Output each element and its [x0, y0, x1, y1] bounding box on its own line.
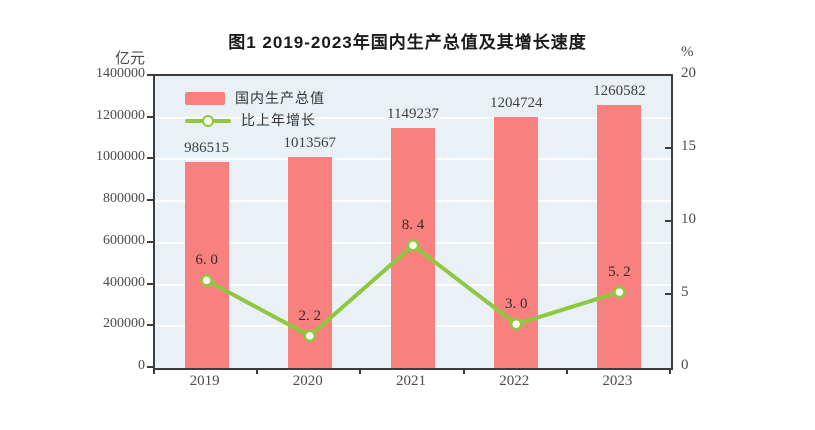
- chart-title: 图1 2019-2023年国内生产总值及其增长速度: [228, 33, 587, 52]
- y-axis-left-tick-mark: [147, 74, 154, 76]
- y-axis-left-tick-label: 400000: [103, 274, 145, 290]
- growth-value-label: 6. 0: [195, 252, 218, 269]
- growth-line-chart: [200, 239, 626, 343]
- legend-entry-growth: 比上年增长: [185, 109, 325, 131]
- x-axis-tick-mark: [256, 368, 259, 374]
- gdp-bar: [597, 105, 642, 368]
- x-axis-category-label: 2022: [499, 373, 530, 389]
- x-axis-category-label: 2020: [292, 373, 323, 389]
- gdp-value-label: 1204724: [489, 94, 543, 111]
- x-axis-category-label: 2021: [396, 373, 426, 389]
- x-axis-tick-mark: [359, 368, 362, 374]
- right-axis-unit-label: %: [681, 44, 694, 60]
- growth-line-marker: [509, 317, 523, 331]
- y-axis-left-tick-label: 1000000: [96, 149, 145, 165]
- y-axis-right-tick-mark: [665, 220, 673, 222]
- y-axis-left-tick-mark: [147, 240, 154, 243]
- y-axis-right-tick-mark: [665, 293, 673, 295]
- line-series-swatch-icon: [185, 114, 231, 127]
- y-axis-right-tick-mark: [665, 147, 673, 149]
- growth-line-marker: [406, 239, 420, 252]
- bar-series-swatch-icon: [185, 91, 225, 105]
- legend-entry-gdp-label: 国内生产总值: [235, 92, 325, 107]
- y-axis-left-tick-mark: [147, 324, 154, 327]
- x-axis-category-label: 2023: [602, 373, 633, 389]
- growth-line-marker: [303, 329, 317, 343]
- x-axis-tick-mark: [669, 368, 671, 374]
- y-axis-left-tick-label: 600000: [103, 232, 145, 248]
- left-axis-unit-label: 亿元: [114, 51, 145, 67]
- y-axis-right-tick-label: 15: [681, 138, 696, 154]
- y-axis-right-tick-label: 20: [681, 65, 696, 81]
- growth-line-marker: [613, 285, 626, 299]
- y-axis-right-tick-label: 0: [681, 357, 689, 373]
- growth-line: [204, 243, 622, 338]
- x-axis-tick-mark: [462, 368, 465, 374]
- y-axis-left-tick-label: 1400000: [96, 66, 145, 81]
- legend-entry-gdp: 国内生产总值: [185, 87, 325, 109]
- y-axis-left-tick-mark: [147, 157, 154, 160]
- y-axis-left-tick-label: 1200000: [96, 107, 145, 123]
- y-axis-left-tick-label: 0: [138, 358, 145, 373]
- x-axis-tick-mark: [153, 368, 155, 374]
- gdp-value-label: 1013567: [283, 134, 337, 151]
- gdp-value-label: 986515: [184, 140, 230, 157]
- y-axis-right-tick-label: 10: [681, 211, 696, 227]
- gdp-bar: [184, 162, 229, 368]
- y-axis-left-tick-label: 200000: [103, 316, 145, 332]
- growth-value-label: 5. 2: [608, 264, 631, 281]
- growth-value-label: 2. 2: [298, 307, 322, 324]
- y-axis-left-tick-mark: [147, 115, 154, 118]
- x-axis-category-label: 2019: [189, 373, 220, 389]
- gdp-value-label: 1260582: [593, 83, 646, 100]
- gdp-value-label: 1149237: [387, 106, 439, 123]
- y-axis-left-tick-mark: [147, 366, 154, 368]
- y-axis-left-tick-mark: [147, 282, 154, 285]
- y-axis-right-tick-label: 5: [681, 284, 689, 300]
- y-axis-left-tick-label: 800000: [103, 191, 145, 207]
- x-axis-tick-mark: [565, 368, 568, 374]
- legend-entry-growth-label: 比上年增长: [241, 114, 316, 129]
- plot-area: 国内生产总值 比上年增长 986515 1013567 1149237 1204724…: [153, 74, 673, 370]
- chart-legend: 国内生产总值 比上年增长: [185, 87, 325, 131]
- growth-line-marker: [200, 274, 213, 287]
- growth-value-label: 3. 0: [504, 296, 528, 313]
- y-axis-left-tick-mark: [147, 199, 154, 202]
- gridline: [155, 116, 671, 119]
- growth-value-label: 8. 4: [401, 217, 425, 234]
